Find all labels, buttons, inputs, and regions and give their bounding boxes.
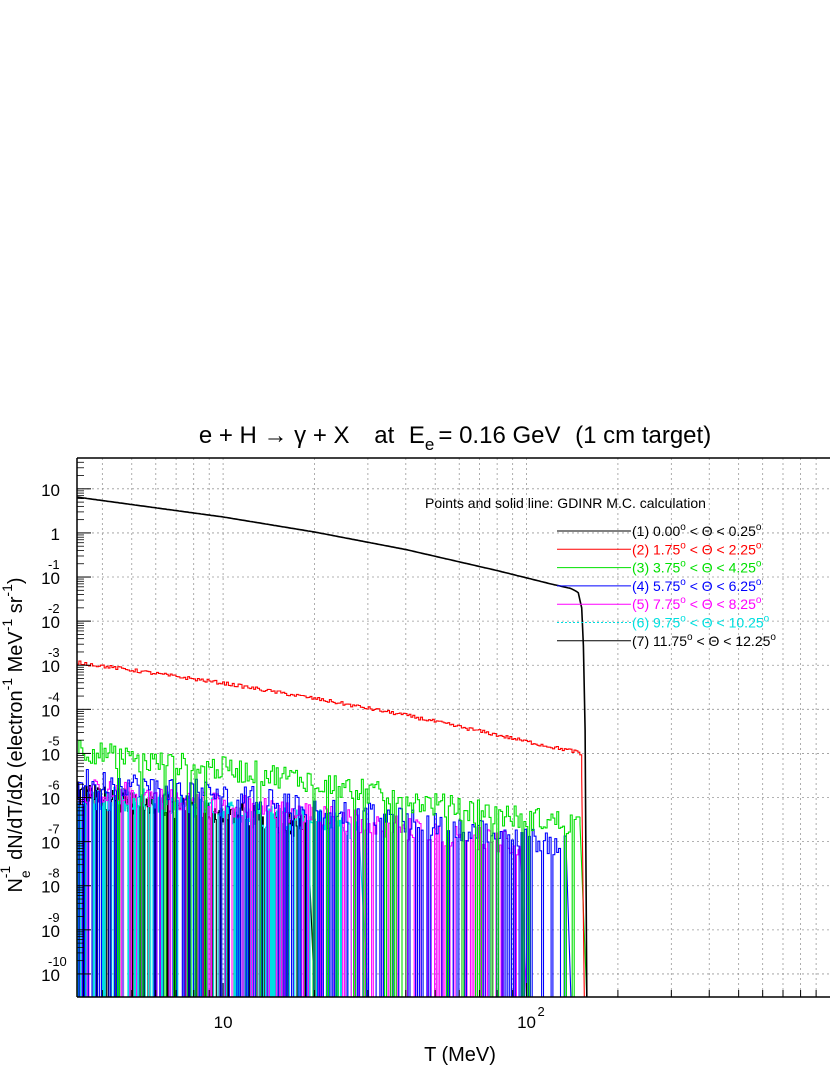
- y-tick-label: 10: [41, 657, 60, 676]
- y-tick-label: 10: [41, 701, 60, 720]
- y-label-main: dN/dT/dΩ (electron: [5, 690, 27, 859]
- legend-label-2: (2) 1.75o < Θ < 2.25o: [632, 540, 762, 557]
- y-tick-label: 10: [41, 966, 60, 985]
- y-tick-label: 10: [41, 745, 60, 764]
- series-line-1: [76, 496, 588, 998]
- title-reaction: e + H → γ + X: [199, 422, 350, 449]
- y-tick-label: 10: [41, 922, 60, 941]
- y-label-close: ): [5, 577, 27, 584]
- legend-label-4: (4) 5.75o < Θ < 6.25o: [632, 577, 762, 594]
- y-tick-exponent: -1: [48, 557, 60, 572]
- series-line-3: [77, 739, 588, 998]
- title-energy-symbol: E: [409, 422, 425, 449]
- y-tick-label: 10: [41, 834, 60, 853]
- legend-label-6: (6) 9.75o < Θ < 10.25o: [632, 614, 770, 631]
- y-tick-exponent: -2: [48, 601, 60, 616]
- axes: 10110-110-210-310-410-510-610-710-810-91…: [41, 457, 830, 1032]
- y-label-sup: -1: [0, 866, 13, 879]
- title-energy-subscript: e: [425, 435, 434, 454]
- y-tick-exponent: -4: [48, 689, 60, 704]
- legend-label-5: (5) 7.75o < Θ < 8.25o: [632, 595, 762, 612]
- y-label-unit1-sup: -1: [0, 678, 15, 691]
- y-tick-label: 10: [41, 569, 60, 588]
- x-tick-label: 10: [214, 1013, 233, 1032]
- title-at: at: [374, 422, 394, 449]
- y-tick-label: 10: [41, 613, 60, 632]
- y-axis-label: Ne-1dN/dT/dΩ (electron-1 MeV-1 sr-1): [0, 577, 33, 892]
- legend-label-3: (3) 3.75o < Θ < 4.25o: [632, 559, 762, 576]
- y-tick-exponent: -3: [48, 645, 60, 660]
- x-axis-label: T (MeV): [424, 1044, 496, 1066]
- y-label-unit3-sup: -1: [0, 584, 15, 597]
- legend-label-7: (7) 11.75o < Θ < 12.25o: [632, 632, 776, 649]
- y-tick-exponent: -10: [48, 954, 67, 969]
- y-label-unit2: sr: [5, 596, 27, 619]
- title-target: (1 cm target): [575, 422, 711, 449]
- legend-header: Points and solid line: GDINR M.C. calcul…: [425, 495, 706, 511]
- plot-series: [76, 496, 588, 998]
- chart-title: e + H → γ + X at Ee = 0.16 GeV (1 cm targ…: [199, 422, 711, 454]
- x-tick-exponent: 2: [538, 1004, 545, 1019]
- y-label-base: N: [5, 878, 27, 892]
- y-label-sub: e: [17, 870, 33, 878]
- title-energy-value: = 0.16 GeV: [438, 422, 560, 449]
- y-tick-label: 1: [51, 525, 60, 544]
- y-tick-label: 10: [41, 790, 60, 809]
- legend-label-1: (1) 0.00o < Θ < 0.25o: [632, 522, 762, 539]
- y-tick-label: 10: [41, 481, 60, 500]
- legend: Points and solid line: GDINR M.C. calcul…: [425, 495, 776, 649]
- y-tick-exponent: -5: [48, 733, 60, 748]
- y-label-unit1: MeV: [5, 631, 27, 678]
- y-label-unit2-sup: -1: [0, 619, 15, 632]
- y-tick-exponent: -8: [48, 866, 60, 881]
- x-tick-label: 10: [517, 1013, 536, 1032]
- y-tick-exponent: -7: [48, 822, 60, 837]
- y-tick-label: 10: [41, 878, 60, 897]
- series-line-2: [77, 660, 585, 998]
- y-tick-exponent: -6: [48, 778, 60, 793]
- y-tick-exponent: -9: [48, 910, 60, 925]
